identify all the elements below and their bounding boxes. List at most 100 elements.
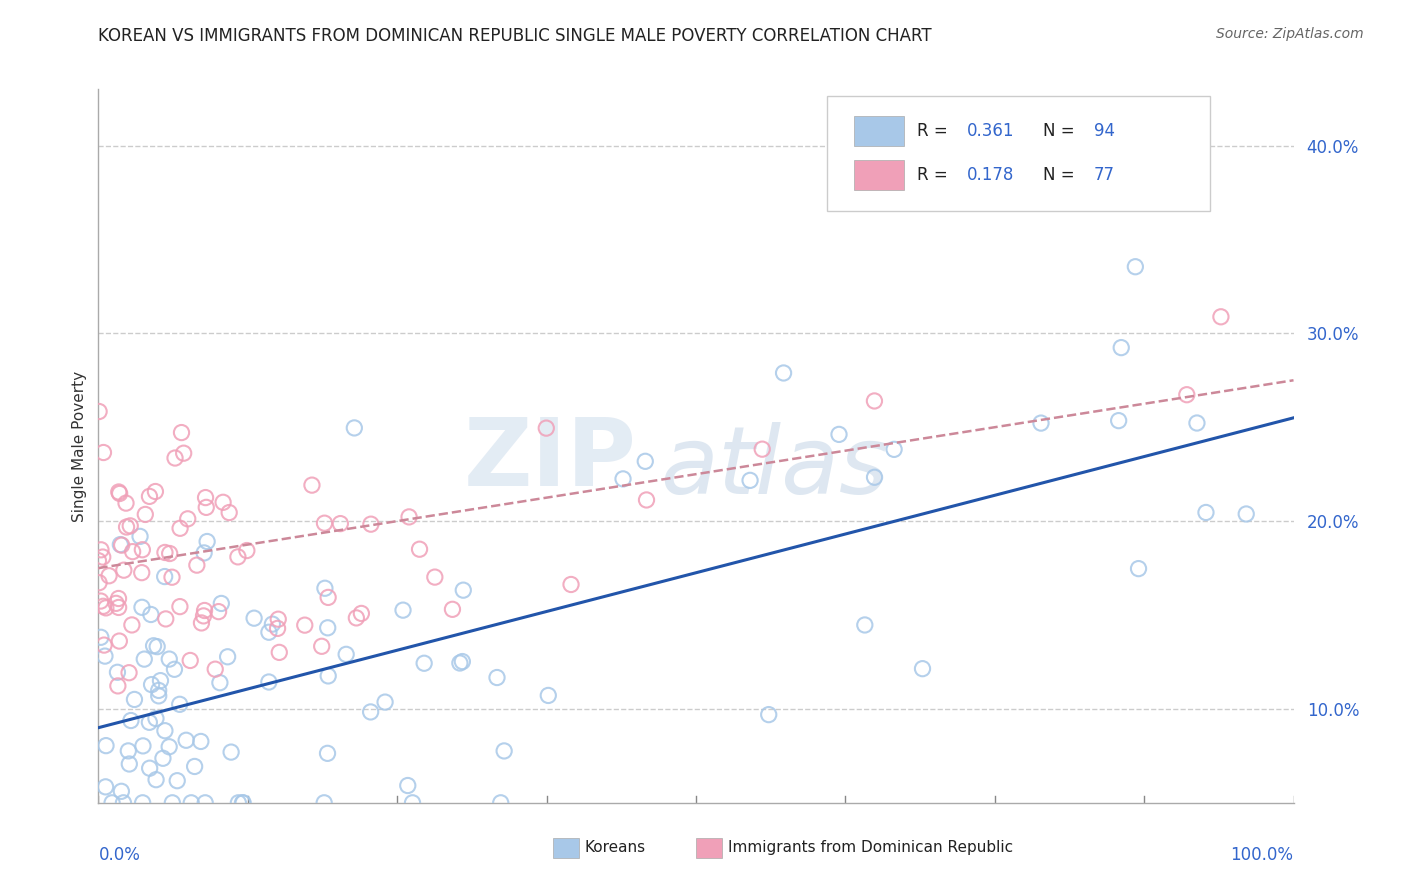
Point [160,570,183,584]
Point [360,517,382,532]
Point [91,549,114,564]
Point [118,665,141,680]
Point [108,634,131,648]
Point [146,640,169,654]
Point [1175,387,1198,401]
Point [374,695,396,709]
Point [392,603,415,617]
Point [153,723,176,738]
Point [138,489,160,503]
Point [301,478,323,492]
Point [212,495,235,509]
Point [134,508,156,522]
Point [145,712,167,726]
Point [267,612,290,626]
Point [131,542,153,557]
Point [177,512,200,526]
Point [190,734,212,748]
Text: Immigrants from Dominican Republic: Immigrants from Dominican Republic [728,840,1014,855]
Point [226,549,249,564]
Point [360,705,382,719]
Point [169,698,191,712]
Point [148,683,170,698]
Text: 77: 77 [1094,167,1115,185]
Text: N =: N = [1043,167,1080,185]
Point [124,692,146,706]
Point [316,621,339,635]
Point [159,547,181,561]
Point [911,662,934,676]
Text: R =: R = [917,167,953,185]
Point [257,625,280,640]
Point [314,796,336,810]
Point [311,640,333,654]
Point [134,652,156,666]
Point [269,645,291,659]
Text: KOREAN VS IMMIGRANTS FROM DOMINICAN REPUBLIC SINGLE MALE POVERTY CORRELATION CHA: KOREAN VS IMMIGRANTS FROM DOMINICAN REPU… [98,27,932,45]
Point [863,470,886,484]
Point [105,596,128,610]
Bar [696,838,723,858]
Point [194,796,217,810]
Point [162,796,184,810]
Point [257,675,280,690]
Point [145,772,167,787]
Point [398,509,420,524]
Point [219,745,242,759]
Point [350,607,373,621]
Point [1109,341,1132,355]
Point [115,496,138,510]
Point [132,739,155,753]
Point [90,542,112,557]
Point [231,796,253,810]
Point [294,618,316,632]
Point [209,597,232,611]
Point [316,591,339,605]
Y-axis label: Single Male Poverty: Single Male Poverty [72,370,87,522]
Point [87,554,110,568]
Point [101,796,124,810]
Point [228,796,250,810]
Text: ZIP: ZIP [464,414,637,507]
Point [401,796,423,810]
Point [131,796,153,810]
Point [131,600,153,615]
Point [1108,414,1130,428]
Text: Koreans: Koreans [585,840,645,855]
Point [120,519,142,533]
Point [413,657,436,671]
Point [343,421,366,435]
Point [107,600,129,615]
Point [1185,416,1208,430]
Point [107,679,129,693]
Point [204,662,226,676]
Point [107,591,129,606]
Point [453,583,475,598]
Point [148,689,170,703]
Point [155,612,177,626]
Point [169,599,191,614]
Point [423,570,446,584]
Point [111,538,134,552]
Point [87,575,110,590]
Point [344,611,367,625]
Point [145,484,167,499]
Point [828,427,851,442]
Point [94,739,117,753]
Point [115,520,138,534]
Point [232,796,254,810]
Point [152,751,174,765]
Point [169,521,191,535]
Point [193,608,215,623]
Point [94,600,117,615]
Point [634,454,657,468]
Point [112,796,135,810]
Point [174,733,197,747]
Point [173,446,195,460]
Point [117,744,139,758]
Point [94,780,117,794]
Point [494,744,516,758]
Point [738,474,761,488]
Point [316,669,339,683]
Point [489,796,512,810]
